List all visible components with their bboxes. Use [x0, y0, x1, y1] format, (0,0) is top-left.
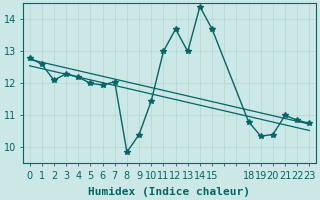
X-axis label: Humidex (Indice chaleur): Humidex (Indice chaleur)	[89, 186, 251, 197]
